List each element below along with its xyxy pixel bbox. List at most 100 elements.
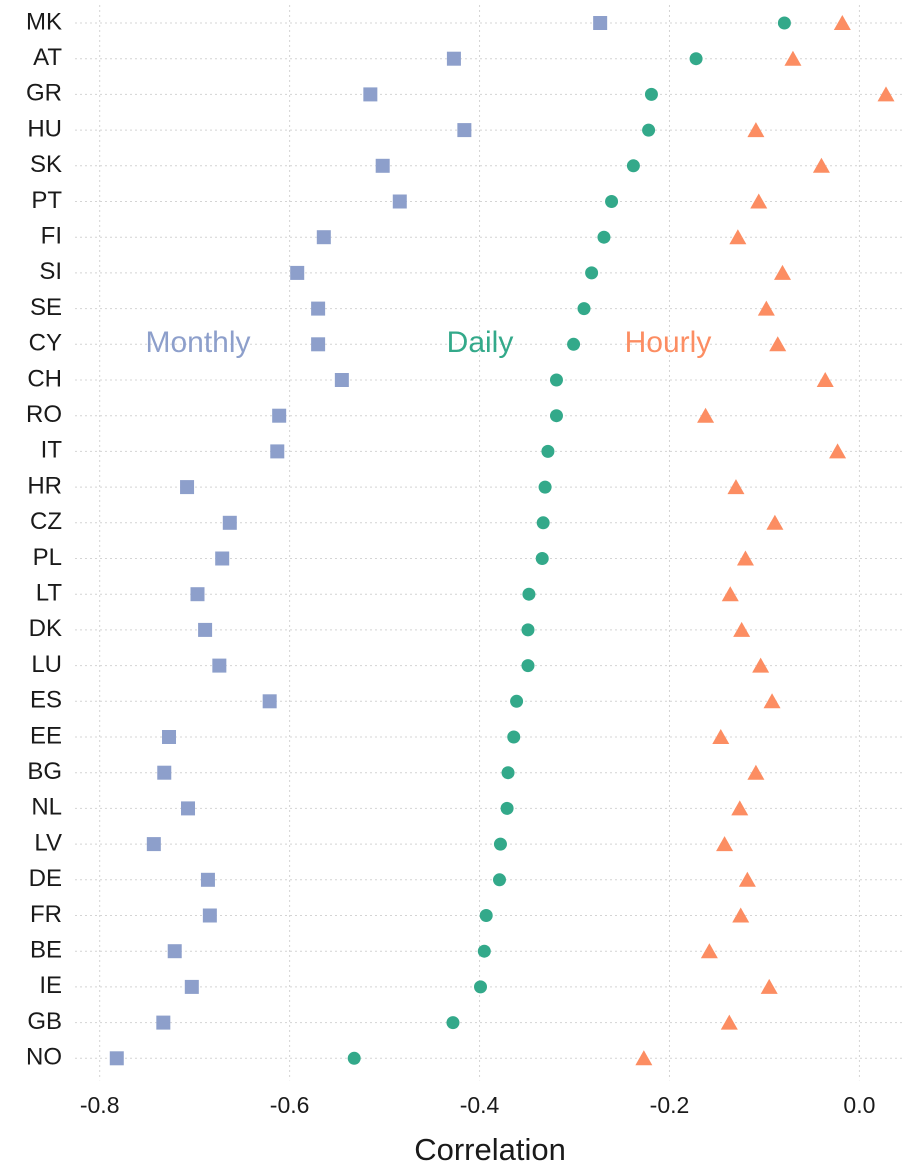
triangle-marker [769,336,787,352]
square-marker [162,730,177,744]
x-tick-label: -0.6 [270,1092,310,1118]
triangle-marker [750,193,768,209]
square-marker [316,230,331,245]
y-tick-label: SI [39,258,62,285]
y-tick-label: MK [26,8,62,35]
triangle-marker [736,550,754,566]
circle-marker [605,195,619,208]
y-tick-label: BE [30,937,62,964]
y-tick-label: SK [30,151,62,178]
circle-marker [585,266,599,280]
circle-marker [477,944,491,958]
x-tick-label: -0.2 [650,1092,690,1118]
y-tick-label: GB [27,1008,62,1035]
triangle-marker [635,1050,653,1066]
x-axis-title: Correlation [414,1132,566,1167]
x-tick-label: -0.4 [460,1092,500,1118]
triangle-marker [784,50,802,66]
y-tick-label: CH [27,365,62,392]
triangle-marker [763,693,781,709]
triangle-marker [812,157,830,173]
y-tick-label: GR [26,80,62,107]
circle-marker [474,980,488,994]
triangle-marker [712,729,730,744]
triangle-marker [721,586,739,602]
y-tick-label: LU [31,651,62,678]
circle-marker [567,337,581,351]
square-marker [181,801,196,816]
triangle-marker [877,86,895,102]
triangle-marker [773,264,791,280]
circle-marker [347,1051,361,1065]
circle-marker [577,302,591,316]
square-marker [157,765,172,780]
circle-marker [549,409,563,423]
square-marker [272,408,287,423]
square-marker [200,872,215,887]
y-tick-label: ES [30,687,62,714]
square-marker [290,265,305,280]
square-marker [311,337,326,352]
circle-marker [493,837,507,851]
triangle-marker [757,300,775,316]
y-tick-label: HR [27,472,62,499]
circle-marker [777,16,791,30]
x-tick-label: 0.0 [843,1092,875,1118]
circle-marker [626,159,640,173]
series-label: Daily [447,326,514,359]
square-marker [334,373,349,387]
square-marker [212,658,227,673]
y-tick-label: FR [30,901,62,928]
triangle-marker [732,907,750,923]
circle-marker [536,516,550,530]
triangle-marker [727,479,745,495]
triangle-marker [729,229,747,245]
square-marker [392,194,407,209]
triangle-marker [833,15,851,30]
square-marker [446,51,461,66]
circle-marker [535,552,549,565]
square-marker [215,551,230,566]
circle-marker [479,909,493,922]
triangle-marker [747,122,765,138]
circle-marker [492,873,506,887]
circle-marker [522,587,536,601]
square-marker [167,944,182,959]
y-tick-label: IT [41,437,63,464]
square-marker [109,1051,124,1066]
y-tick-label: BG [27,758,62,785]
circle-marker [501,766,515,780]
y-tick-label: LT [36,580,63,607]
series-label: Monthly [145,326,250,359]
square-marker [311,301,326,316]
y-tick-label: SE [30,294,62,321]
triangle-marker [829,443,847,459]
circle-marker [500,801,514,815]
y-tick-label: DK [29,615,62,642]
square-marker [222,515,237,530]
triangle-marker [731,800,749,816]
y-tick-label: LV [34,829,62,856]
circle-marker [538,480,552,494]
circle-marker [521,623,535,637]
y-tick-label: NO [26,1044,62,1071]
y-tick-label: EE [30,722,62,749]
square-marker [202,908,217,923]
triangle-marker [716,836,734,852]
square-marker [375,158,390,173]
y-tick-label: NL [31,794,62,821]
triangle-marker [720,1014,738,1030]
circle-marker [597,230,611,244]
triangle-marker [816,372,834,387]
y-tick-label: PT [31,187,62,214]
circle-marker [541,444,555,458]
x-tick-label: -0.8 [80,1092,120,1118]
y-tick-label: IE [39,972,62,999]
circle-marker [549,373,563,387]
y-tick-label: RO [26,401,62,428]
y-tick-label: FI [41,223,62,250]
triangle-marker [752,657,770,673]
triangle-marker [700,943,718,959]
square-marker [363,87,378,102]
